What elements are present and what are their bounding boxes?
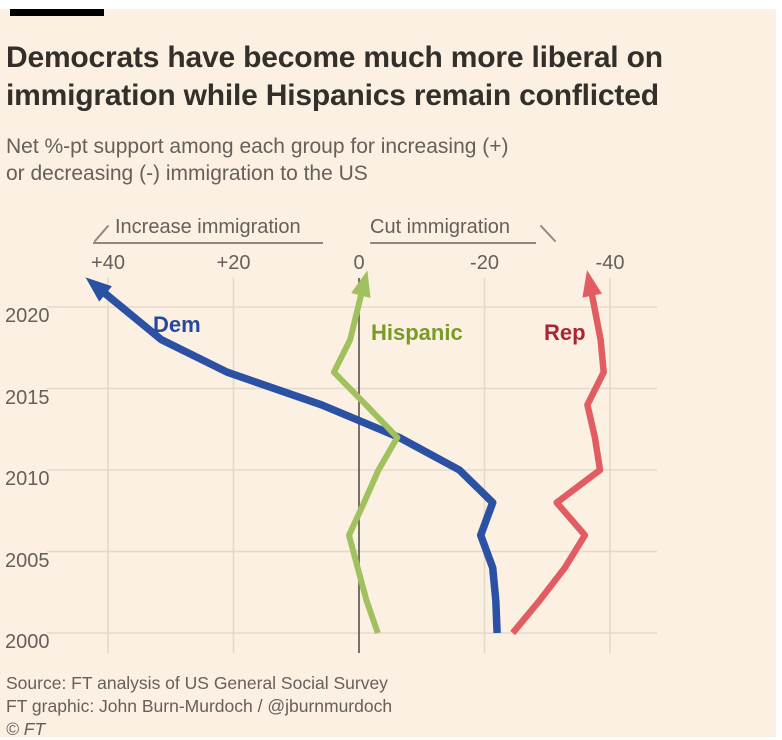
y-tick-label: 2005 (5, 549, 50, 572)
chart-subtitle-line1: Net %-pt support among each group for in… (6, 135, 509, 158)
x-tick-label: +40 (91, 252, 125, 274)
increase-arrow-stroke (94, 225, 109, 242)
series-label-hispanic: Hispanic (371, 320, 463, 345)
chart-title: Democrats have become much more liberal … (6, 39, 663, 115)
chart-subtitle: Net %-pt support among each group for in… (6, 133, 509, 187)
x-tick-label: +20 (216, 252, 251, 274)
chart-footer: Source: FT analysis of US General Social… (6, 672, 392, 740)
y-tick-label: 2010 (5, 468, 50, 490)
axis-annotation-cut-label: Cut immigration (370, 216, 511, 238)
series-label-dem: Dem (153, 312, 201, 337)
axis-annotation-cut-immigration: Cut immigration (370, 216, 536, 244)
y-tick-label: 2015 (5, 386, 50, 409)
x-tick-label: 0 (353, 252, 365, 274)
footer-credit: FT graphic: John Burn-Murdoch / @jburnmu… (6, 696, 393, 716)
x-tick-label: -40 (595, 252, 625, 274)
chart-canvas: Democrats have become much more liberal … (0, 9, 776, 740)
ft-top-bar (10, 9, 104, 16)
series-line-hispanic (330, 270, 401, 634)
series-line-dem (85, 277, 501, 634)
series-line-rep (510, 270, 607, 636)
axis-annotation-increase-immigration: Increase immigration (93, 216, 323, 244)
chart-title-line2: immigration while Hispanics remain confl… (6, 79, 659, 112)
footer-copyright: © FT (6, 719, 46, 739)
chart-title-line1: Democrats have become much more liberal … (6, 41, 663, 74)
footer-source: Source: FT analysis of US General Social… (6, 673, 388, 693)
cut-arrow-stroke (540, 225, 556, 242)
y-tick-label: 2000 (5, 631, 50, 653)
axis-annotation-increase-label: Increase immigration (115, 216, 301, 238)
series-label-rep: Rep (544, 320, 586, 345)
y-tick-label: 2020 (5, 305, 50, 327)
chart-subtitle-line2: or decreasing (-) immigration to the US (6, 162, 368, 185)
x-tick-label: -20 (470, 252, 499, 274)
